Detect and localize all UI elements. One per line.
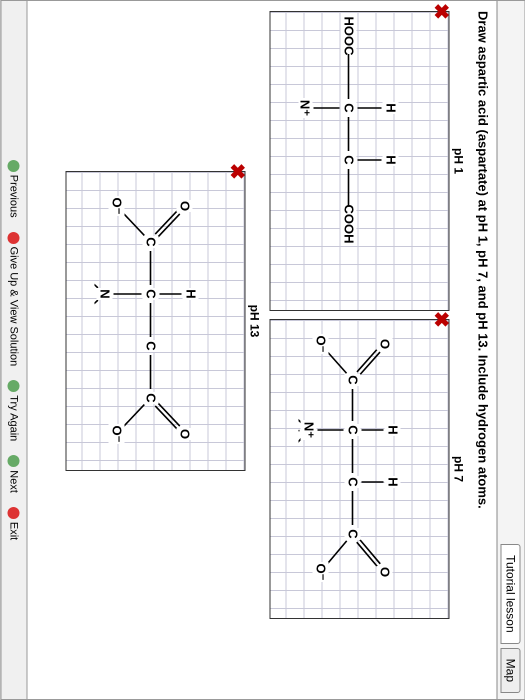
svg-text:O: O [377, 339, 392, 349]
svg-text:COOH: COOH [341, 205, 356, 244]
svg-text:HOOC: HOOC [341, 17, 356, 57]
svg-text:O⁻: O⁻ [109, 198, 124, 215]
svg-text:C: C [143, 237, 158, 247]
svg-text:C: C [345, 425, 360, 435]
question-prompt: Draw aspartic acid (aspartate) at pH 1, … [469, 1, 496, 699]
giveup-button[interactable]: Give Up & View Solution [8, 232, 20, 367]
svg-text:O⁻: O⁻ [109, 426, 124, 443]
svg-text:C: C [345, 375, 360, 385]
svg-text:C: C [345, 529, 360, 539]
svg-text:H: H [383, 155, 398, 164]
svg-text:O⁻: O⁻ [313, 564, 328, 581]
svg-text:O⁻: O⁻ [313, 336, 328, 353]
svg-text:H: H [385, 477, 400, 486]
x-icon [8, 507, 20, 519]
wrong-icon: ✖ [431, 311, 453, 333]
label-ph7: pH 7 [451, 319, 465, 619]
svg-text:C: C [345, 477, 360, 487]
section-ph13: pH 13 ✖ OO⁻CCHCCOO⁻NHH [65, 171, 261, 471]
molecule-ph7: OO⁻CCHCHCOO⁻N⁺HHH [298, 320, 448, 619]
section-ph1: pH 1 ✖ HOOCCHCCOOHHN⁺HHH [269, 11, 465, 311]
canvas-ph13[interactable]: OO⁻CCHCCOO⁻NHH [65, 171, 245, 471]
svg-text:O: O [177, 429, 192, 439]
circle-icon [8, 232, 20, 244]
canvas-ph1[interactable]: HOOCCHCCOOHHN⁺HHH [269, 11, 449, 311]
svg-text:O: O [177, 201, 192, 211]
svg-text:C: C [143, 393, 158, 403]
previous-button[interactable]: Previous [8, 160, 20, 218]
circle-icon [8, 160, 20, 172]
svg-text:N⁺: N⁺ [298, 100, 312, 116]
wrong-icon: ✖ [227, 163, 249, 185]
svg-text:H: H [183, 289, 198, 298]
canvas-ph7[interactable]: OO⁻CCHCHCOO⁻N⁺HHH [269, 319, 449, 619]
next-button[interactable]: Next [8, 455, 20, 493]
exit-button[interactable]: Exit [8, 507, 20, 540]
label-ph13: pH 13 [247, 171, 261, 471]
work-area: pH 1 ✖ HOOCCHCCOOHHN⁺HHH pH 7 ✖ OO⁻CCHCH… [27, 1, 469, 699]
svg-text:C: C [341, 103, 356, 113]
svg-text:C: C [143, 289, 158, 299]
svg-text:H: H [383, 103, 398, 112]
tab-map[interactable]: Map [501, 648, 521, 693]
svg-text:H: H [385, 425, 400, 434]
circle-icon [8, 455, 20, 467]
leaf-icon [8, 380, 20, 392]
svg-text:C: C [341, 155, 356, 165]
label-ph1: pH 1 [451, 11, 465, 311]
molecule-ph13: OO⁻CCHCCOO⁻NHH [94, 172, 244, 471]
svg-text:C: C [143, 341, 158, 351]
app-window: Tutorial lesson Map Draw aspartic acid (… [0, 0, 525, 700]
molecule-ph1: HOOCCHCCOOHHN⁺HHH [298, 12, 448, 311]
section-ph7: pH 7 ✖ OO⁻CCHCHCOO⁻N⁺HHH [269, 319, 465, 619]
topbar: Tutorial lesson Map [496, 1, 524, 699]
svg-text:N: N [97, 289, 112, 298]
tryagain-button[interactable]: Try Again [8, 380, 20, 441]
svg-text:N⁺: N⁺ [301, 422, 316, 438]
wrong-icon: ✖ [431, 3, 453, 25]
footer: Previous Give Up & View Solution Try Aga… [1, 1, 27, 699]
tab-tutorial[interactable]: Tutorial lesson [501, 544, 521, 644]
svg-text:O: O [377, 567, 392, 577]
